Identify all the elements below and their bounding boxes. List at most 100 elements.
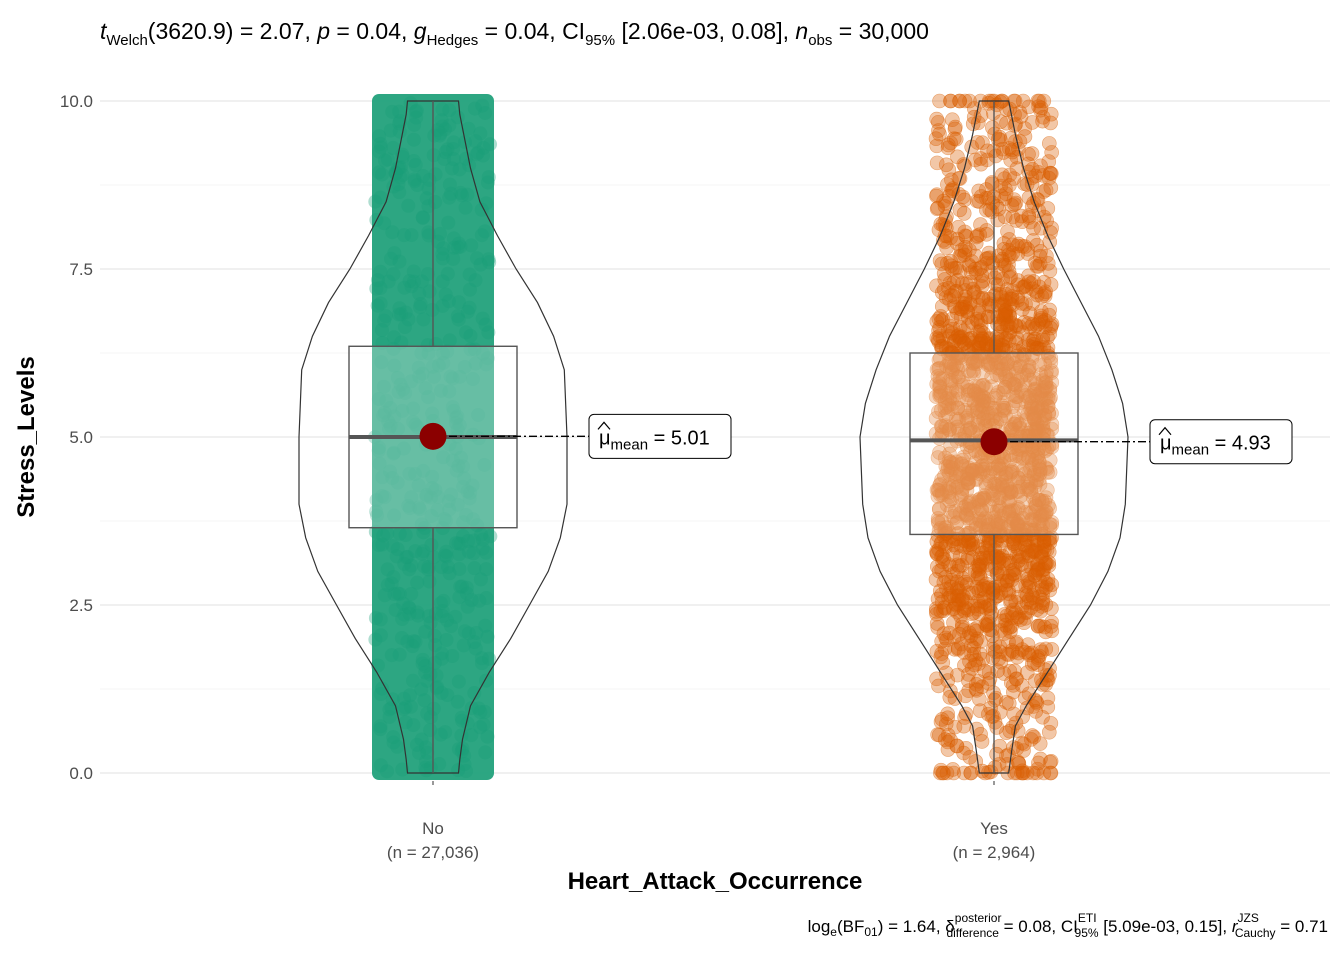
data-point <box>395 382 410 397</box>
data-point <box>999 725 1014 741</box>
data-point <box>450 240 465 255</box>
data-point <box>455 579 470 594</box>
data-point <box>398 700 413 715</box>
data-point <box>385 471 400 486</box>
data-point <box>1011 470 1026 486</box>
data-point <box>987 270 1003 286</box>
data-point <box>390 586 405 601</box>
x-tick-n-label: (n = 27,036) <box>387 843 479 862</box>
data-point <box>1020 156 1036 172</box>
data-point <box>991 757 1007 772</box>
data-point <box>436 355 451 370</box>
data-point <box>392 116 407 131</box>
data-point <box>963 628 979 644</box>
data-point <box>467 101 482 116</box>
data-point <box>379 393 394 408</box>
data-point <box>952 549 968 564</box>
data-point <box>431 489 446 504</box>
data-point <box>461 544 476 559</box>
data-point <box>424 537 439 552</box>
data-point <box>479 591 494 606</box>
data-point <box>415 210 430 225</box>
data-point <box>451 458 466 473</box>
data-point <box>441 559 456 574</box>
data-point <box>435 102 450 117</box>
data-point <box>401 498 416 513</box>
data-point <box>439 549 454 564</box>
data-point <box>946 566 961 582</box>
data-point <box>950 557 965 573</box>
data-point <box>958 740 974 756</box>
data-point <box>442 333 457 348</box>
data-point <box>970 135 985 150</box>
data-point <box>1036 184 1051 199</box>
data-point <box>1029 191 1045 207</box>
data-point <box>985 650 1001 665</box>
data-point <box>377 588 392 603</box>
data-point <box>433 383 448 398</box>
data-point <box>1031 492 1047 508</box>
data-point <box>1008 318 1024 334</box>
data-point <box>934 712 950 727</box>
data-point <box>960 550 976 566</box>
data-point <box>961 673 976 688</box>
data-point <box>1036 209 1052 225</box>
data-point <box>954 299 970 315</box>
data-point <box>1033 308 1049 324</box>
data-point <box>421 560 436 575</box>
data-point <box>932 93 947 109</box>
data-point <box>439 632 454 647</box>
data-point <box>468 134 483 149</box>
data-point <box>1032 357 1048 372</box>
data-point <box>961 667 976 682</box>
data-point <box>479 357 494 372</box>
data-point <box>417 559 432 574</box>
data-point <box>377 313 392 328</box>
data-point <box>928 572 944 587</box>
data-point <box>1033 100 1049 116</box>
data-point <box>460 716 475 731</box>
data-point <box>1026 544 1041 559</box>
data-point <box>440 613 455 628</box>
data-point <box>952 202 968 218</box>
data-point <box>410 737 425 752</box>
data-point <box>436 450 451 465</box>
data-point <box>460 304 475 319</box>
data-point <box>459 764 474 779</box>
data-point <box>423 667 438 682</box>
data-point <box>418 659 433 674</box>
y-tick-label: 0.0 <box>69 764 93 783</box>
data-point <box>435 119 450 134</box>
data-point <box>960 413 975 428</box>
data-point <box>385 225 400 240</box>
data-point <box>387 246 402 261</box>
data-point <box>408 544 423 559</box>
data-point <box>952 248 968 264</box>
data-point <box>945 762 961 777</box>
data-point <box>988 388 1004 403</box>
data-point <box>404 490 419 505</box>
data-point <box>372 165 387 180</box>
y-axis-label: Stress_Levels <box>13 356 40 517</box>
data-point <box>401 198 416 213</box>
data-point <box>404 279 419 294</box>
data-point <box>412 745 427 760</box>
data-point <box>418 740 433 755</box>
data-point <box>438 548 453 563</box>
data-point <box>432 226 447 241</box>
data-point <box>448 609 463 624</box>
data-point <box>465 478 480 493</box>
data-point <box>957 192 972 208</box>
x-tick-label: Yes <box>980 819 1008 838</box>
data-point <box>369 493 384 508</box>
data-point <box>395 150 410 165</box>
data-point <box>934 562 949 578</box>
data-point <box>440 266 455 281</box>
data-point <box>970 397 986 413</box>
data-point <box>971 304 987 319</box>
data-point <box>1025 296 1040 311</box>
data-point <box>413 300 428 315</box>
data-point <box>964 392 980 408</box>
data-point <box>937 732 953 747</box>
data-point <box>419 754 434 769</box>
